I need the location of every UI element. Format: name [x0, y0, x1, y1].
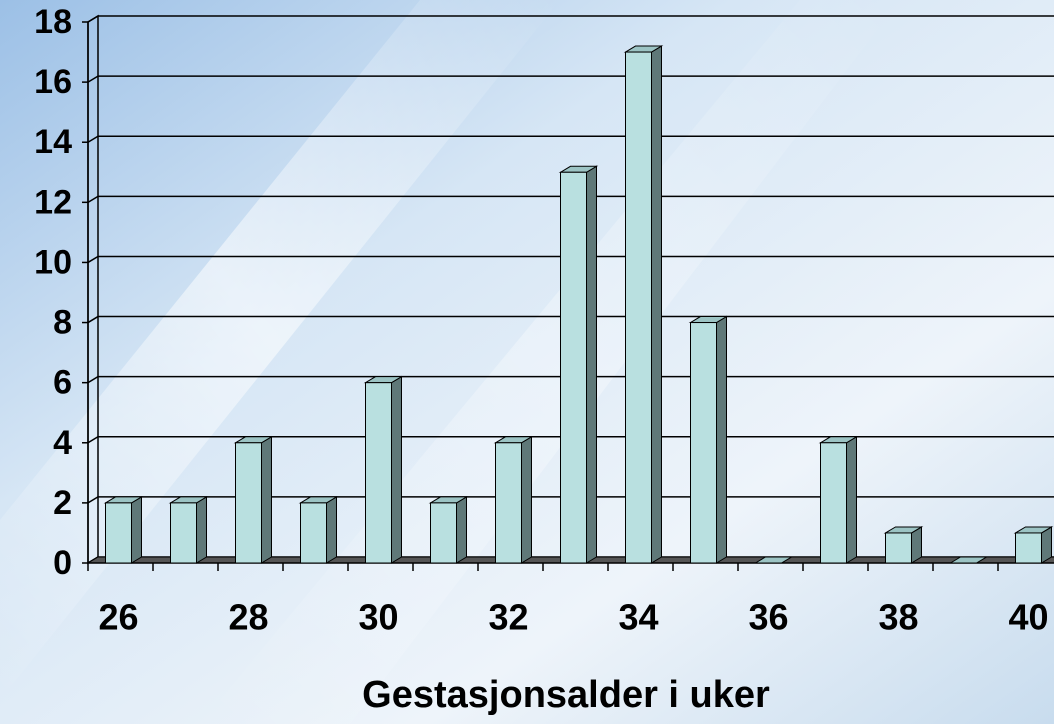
bar	[560, 171, 587, 564]
x-tick-label: 38	[878, 597, 918, 638]
grid-line	[87, 255, 1054, 264]
y-tick-label: 16	[34, 63, 72, 101]
bar-side	[391, 375, 402, 564]
x-tick-label: 32	[488, 597, 528, 638]
grid-line	[87, 436, 1054, 444]
grid-line	[87, 15, 1054, 23]
x-tick-label: 36	[748, 597, 788, 638]
x-tick-label: 30	[358, 597, 398, 638]
x-axis-title: Gestasjonsalder i uker	[362, 674, 770, 716]
bar	[690, 322, 717, 564]
x-tick-label: 28	[228, 597, 268, 638]
x-tick-label: 34	[618, 597, 658, 638]
bar	[170, 502, 197, 564]
y-tick-label: 12	[34, 183, 72, 221]
bar-side	[716, 315, 727, 564]
bar-side	[261, 435, 272, 564]
bar-top	[948, 556, 989, 564]
bar-side	[326, 496, 337, 564]
bar	[820, 442, 847, 564]
bar-side	[456, 496, 467, 564]
bar-side	[521, 435, 532, 564]
grid-line	[87, 375, 1054, 384]
y-tick-label: 6	[53, 364, 72, 402]
bar-side	[196, 496, 207, 564]
grid-line	[87, 496, 1054, 504]
y-tick-label: 2	[53, 484, 72, 522]
grid-line	[87, 135, 1054, 143]
y-tick-label: 4	[53, 424, 72, 462]
bar	[105, 502, 132, 564]
y-tick-label: 8	[53, 304, 72, 342]
bar-side	[131, 496, 142, 564]
bar-side	[586, 165, 597, 564]
bar	[1015, 532, 1042, 564]
x-tick-label: 40	[1008, 597, 1048, 638]
bar	[625, 51, 652, 564]
grid-line	[87, 195, 1054, 203]
y-tick-label: 0	[53, 544, 72, 582]
bar	[885, 532, 912, 564]
bar	[235, 442, 262, 564]
y-tick-label: 14	[34, 123, 72, 161]
bar	[495, 442, 522, 564]
bar-top	[753, 556, 794, 564]
y-tick-label: 10	[34, 243, 72, 281]
grid-line	[87, 75, 1054, 83]
x-tick-label: 26	[98, 597, 138, 638]
grid-line	[87, 315, 1054, 324]
y-tick-label: 18	[34, 3, 72, 41]
bar	[365, 382, 392, 564]
bar-side	[651, 45, 662, 564]
bar	[430, 502, 457, 564]
bar-side	[846, 435, 857, 564]
bar	[300, 502, 327, 564]
